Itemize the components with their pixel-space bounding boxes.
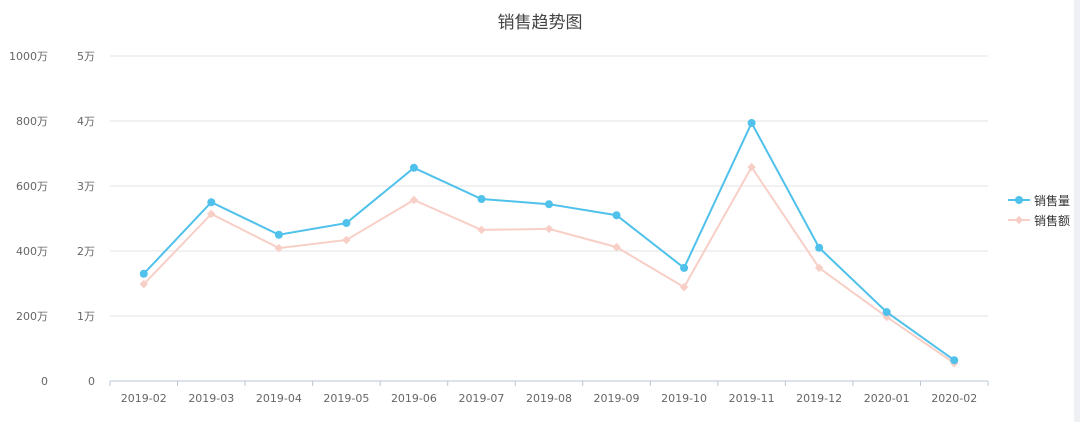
x-tick-label: 2019-02	[121, 392, 167, 405]
x-tick-label: 2019-10	[661, 392, 707, 405]
circle-marker-icon	[1008, 194, 1030, 206]
data-point	[139, 279, 149, 289]
data-point	[815, 243, 824, 252]
data-point	[207, 209, 216, 219]
data-point	[680, 263, 689, 272]
x-tick-label: 2019-03	[188, 392, 234, 405]
chart-title: 销售趋势图	[497, 13, 583, 33]
data-point	[950, 356, 959, 365]
y-tick-label-left: 200万	[16, 310, 48, 323]
legend: 销售量 销售额	[1008, 190, 1070, 230]
legend-item-sales-amount[interactable]: 销售额	[1008, 210, 1070, 230]
y-tick-label-left: 600万	[16, 180, 48, 193]
series-line-1	[143, 165, 955, 364]
x-tick-label: 2019-11	[729, 392, 775, 405]
x-tick-label: 2020-01	[864, 392, 910, 405]
x-tick-label: 2020-02	[931, 392, 977, 405]
y-tick-label-right: 0	[88, 375, 95, 388]
x-tick-label: 2019-12	[796, 392, 842, 405]
x-tick-label: 2019-09	[594, 392, 640, 405]
data-point	[139, 269, 148, 278]
x-tick-label: 2019-05	[323, 392, 369, 405]
x-tick-label: 2019-07	[458, 392, 504, 405]
data-point	[814, 263, 824, 273]
data-point	[612, 242, 621, 252]
data-point	[409, 163, 418, 172]
data-point	[274, 243, 284, 253]
y-tick-label-left: 0	[41, 375, 48, 388]
diamond-marker-icon	[1008, 214, 1030, 226]
data-point	[477, 195, 486, 203]
y-tick-label-left: 800万	[16, 115, 48, 128]
data-point	[342, 235, 351, 245]
data-point	[409, 195, 419, 205]
y-tick-label-left: 1000万	[9, 50, 48, 63]
data-point	[545, 200, 553, 209]
scrollbar[interactable]	[1074, 0, 1080, 422]
x-tick-label: 2019-06	[391, 392, 437, 405]
x-tick-label: 2019-08	[526, 392, 572, 405]
y-tick-label-right: 3万	[77, 180, 95, 193]
y-tick-label-right: 5万	[77, 50, 95, 63]
data-point	[747, 118, 756, 127]
data-point	[477, 225, 486, 235]
data-point	[342, 219, 351, 228]
legend-label: 销售量	[1034, 193, 1071, 208]
y-tick-label-right: 2万	[77, 245, 95, 258]
y-tick-label-left: 400万	[16, 245, 48, 258]
legend-label: 销售额	[1034, 213, 1071, 228]
data-point	[544, 224, 554, 234]
data-point	[612, 211, 621, 220]
x-tick-label: 2019-04	[256, 392, 302, 405]
y-tick-label-right: 1万	[77, 310, 95, 323]
data-point	[882, 308, 891, 317]
data-point	[679, 282, 689, 292]
legend-item-sales-volume[interactable]: 销售量	[1008, 190, 1070, 210]
data-point	[207, 198, 216, 207]
data-point	[274, 230, 283, 239]
y-tick-label-right: 4万	[77, 115, 95, 128]
